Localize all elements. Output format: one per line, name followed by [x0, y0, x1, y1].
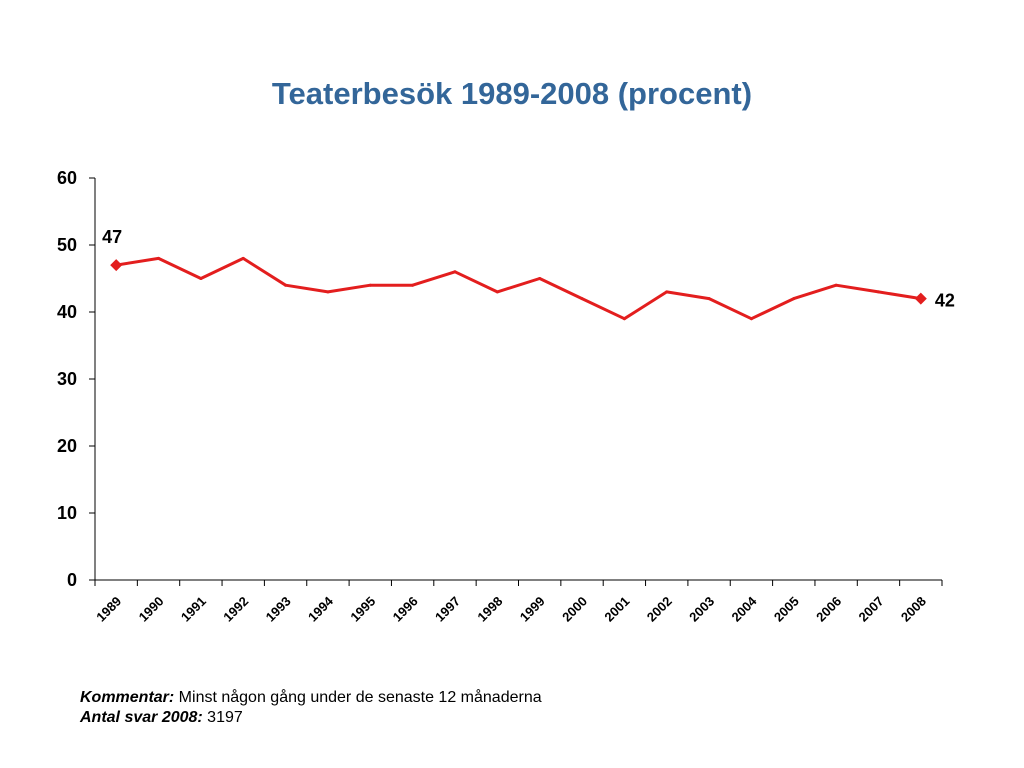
data-marker — [110, 259, 123, 272]
footnote-antal-svar: Antal svar 2008: 3197 — [80, 708, 542, 728]
x-tick-label: 2006 — [813, 594, 844, 625]
x-tick-label: 1999 — [517, 594, 548, 625]
x-tick-label: 2005 — [771, 594, 802, 625]
footnote: Kommentar: Minst någon gång under de sen… — [80, 688, 542, 728]
x-tick-label: 1989 — [93, 594, 124, 625]
kommentar-text: Minst någon gång under de senaste 12 mån… — [174, 689, 542, 706]
x-tick-label: 1991 — [178, 594, 209, 625]
y-tick-label: 60 — [57, 168, 77, 188]
x-tick-label: 2007 — [856, 594, 887, 625]
data-point — [749, 317, 753, 321]
data-point — [199, 277, 203, 280]
data-point — [665, 290, 669, 294]
antal-svar-label: Antal svar 2008: — [80, 709, 203, 726]
y-tick-label: 20 — [57, 436, 77, 456]
data-point — [495, 290, 499, 294]
x-tick-label: 1994 — [305, 593, 337, 625]
x-tick-label: 1998 — [474, 594, 505, 625]
x-tick-label: 2002 — [644, 594, 675, 625]
data-label: 47 — [102, 227, 122, 247]
x-tick-label: 2003 — [686, 594, 717, 625]
y-tick-label: 0 — [67, 570, 77, 590]
kommentar-label: Kommentar: — [80, 689, 175, 706]
x-tick-label: 1997 — [432, 594, 463, 625]
data-point — [157, 256, 161, 260]
series-line — [114, 256, 923, 321]
chart-title: Teaterbesök 1989-2008 (procent) — [271, 76, 753, 111]
data-point — [411, 283, 415, 287]
x-tick-label: 1993 — [263, 594, 294, 625]
data-point — [284, 283, 288, 287]
data-point — [622, 317, 626, 321]
y-tick-label: 40 — [57, 302, 77, 322]
data-point — [453, 270, 457, 274]
footnote-kommentar: Kommentar: Minst någon gång under de sen… — [80, 688, 542, 708]
x-tick-label: 1990 — [136, 594, 167, 625]
x-tick-label: 2000 — [559, 594, 590, 625]
x-tick-label: 2001 — [601, 594, 632, 625]
line-chart: 0 10 20 30 40 50 60 1989 1990 1991 1992 1993 1994 199… — [57, 168, 955, 625]
data-point — [580, 297, 584, 301]
data-point — [834, 283, 838, 287]
y-tick-label: 50 — [57, 235, 77, 255]
x-tick-label: 1995 — [347, 594, 378, 625]
data-point — [707, 297, 711, 301]
data-point — [326, 290, 330, 294]
y-tick-label: 30 — [57, 369, 77, 389]
data-point — [792, 297, 796, 301]
data-label: 42 — [935, 291, 955, 311]
data-point — [368, 283, 372, 287]
data-marker — [914, 292, 927, 305]
x-tick-label: 1992 — [220, 594, 251, 625]
data-point — [538, 277, 542, 280]
data-point — [876, 290, 880, 294]
x-tick-label: 2008 — [898, 594, 929, 625]
data-point — [241, 256, 245, 260]
y-tick-label: 10 — [57, 503, 77, 523]
antal-svar-text: 3197 — [202, 709, 243, 726]
x-tick-label: 1996 — [390, 594, 421, 625]
x-tick-label: 2004 — [728, 593, 760, 625]
